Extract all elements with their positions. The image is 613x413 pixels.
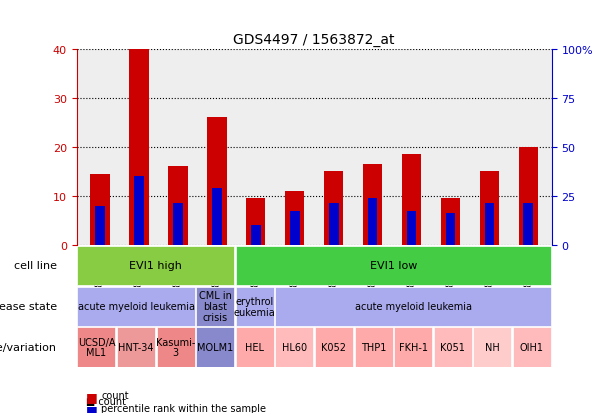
Bar [290, 211, 300, 245]
Text: NH: NH [485, 342, 500, 352]
Text: ■ count
■ percentile rank within the sample: ■ count ■ percentile rank within the sam… [86, 396, 263, 413]
FancyBboxPatch shape [156, 328, 194, 367]
Text: K052: K052 [321, 342, 346, 352]
Text: HL60: HL60 [282, 342, 307, 352]
Bar [479, 172, 499, 245]
Bar [368, 199, 378, 245]
Bar [441, 199, 460, 245]
Text: CML in
blast
crisis: CML in blast crisis [199, 291, 232, 322]
FancyBboxPatch shape [196, 328, 234, 367]
Bar [285, 192, 305, 245]
Bar [406, 211, 416, 245]
FancyBboxPatch shape [473, 328, 511, 367]
Text: MOLM1: MOLM1 [197, 342, 234, 352]
Text: ■: ■ [86, 390, 97, 403]
Text: UCSD/A
ML1: UCSD/A ML1 [78, 337, 115, 358]
Text: EVI1 low: EVI1 low [370, 261, 417, 271]
FancyBboxPatch shape [434, 328, 472, 367]
FancyBboxPatch shape [236, 328, 274, 367]
FancyBboxPatch shape [275, 287, 551, 326]
Bar [402, 155, 421, 245]
Bar [363, 164, 383, 245]
Bar [519, 147, 538, 245]
Bar [134, 177, 144, 245]
Text: HNT-34: HNT-34 [118, 342, 154, 352]
Bar [168, 167, 188, 245]
Text: disease state: disease state [0, 301, 57, 311]
Title: GDS4497 / 1563872_at: GDS4497 / 1563872_at [234, 33, 395, 47]
FancyBboxPatch shape [513, 328, 551, 367]
Bar [251, 225, 261, 245]
FancyBboxPatch shape [77, 328, 115, 367]
FancyBboxPatch shape [275, 328, 313, 367]
Text: percentile rank within the sample: percentile rank within the sample [101, 403, 266, 413]
FancyBboxPatch shape [236, 246, 551, 285]
Bar [95, 206, 105, 245]
Text: count: count [101, 390, 129, 400]
Text: K051: K051 [440, 342, 465, 352]
Text: Kasumi-
3: Kasumi- 3 [156, 337, 196, 358]
Text: HEL: HEL [245, 342, 264, 352]
Bar [329, 204, 338, 245]
Bar [524, 204, 533, 245]
Text: THP1: THP1 [361, 342, 386, 352]
Bar [484, 204, 494, 245]
Text: OIH1: OIH1 [520, 342, 544, 352]
FancyBboxPatch shape [77, 287, 194, 326]
Bar [173, 204, 183, 245]
FancyBboxPatch shape [77, 246, 234, 285]
Text: EVI1 high: EVI1 high [129, 261, 182, 271]
Text: acute myeloid leukemia: acute myeloid leukemia [77, 301, 194, 311]
Bar [212, 189, 222, 245]
Bar [90, 174, 110, 245]
Bar [324, 172, 343, 245]
Text: erythrol
eukemia: erythrol eukemia [234, 296, 276, 317]
FancyBboxPatch shape [315, 328, 353, 367]
Text: cell line: cell line [14, 261, 57, 271]
FancyBboxPatch shape [354, 328, 392, 367]
FancyBboxPatch shape [394, 328, 432, 367]
FancyBboxPatch shape [196, 287, 234, 326]
Text: acute myeloid leukemia: acute myeloid leukemia [355, 301, 471, 311]
Text: ■: ■ [86, 403, 97, 413]
FancyBboxPatch shape [236, 287, 274, 326]
FancyBboxPatch shape [117, 328, 155, 367]
Text: FKH-1: FKH-1 [398, 342, 428, 352]
Bar [246, 199, 265, 245]
Bar [207, 118, 227, 245]
Bar [129, 50, 149, 245]
Bar [446, 214, 455, 245]
Text: genotype/variation: genotype/variation [0, 342, 57, 352]
